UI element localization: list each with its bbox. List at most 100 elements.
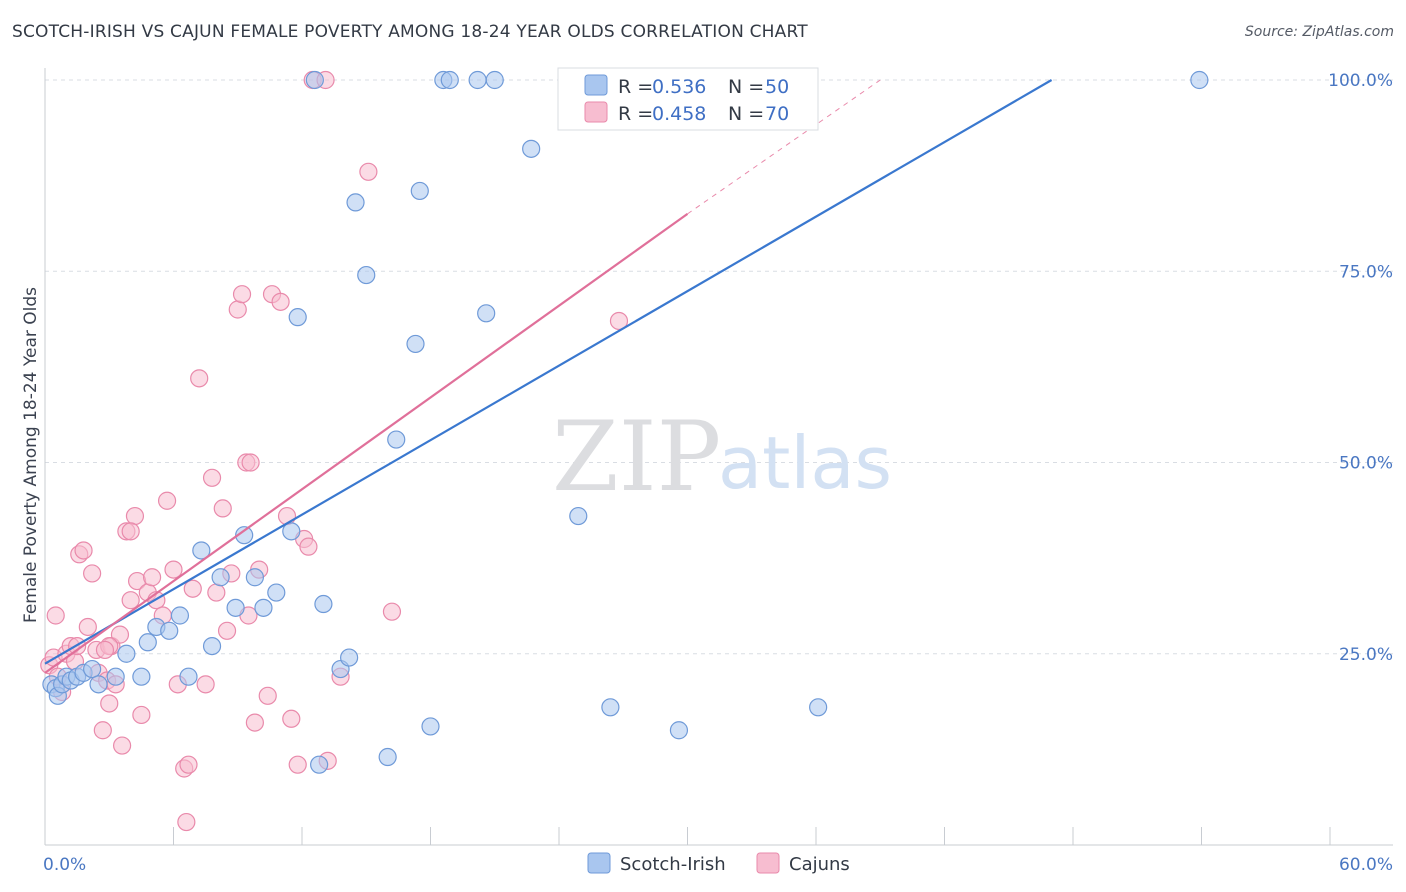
bottom-legend-scotch-irish: Scotch-Irish: [620, 854, 726, 875]
cajuns-point: [157, 491, 177, 510]
cajuns-point: [190, 369, 209, 388]
scotch-irish-point: [83, 659, 102, 679]
axes: [44, 68, 1393, 846]
scotch-irish-point: [410, 181, 429, 201]
scotch-irish-point: [387, 430, 406, 449]
scotch-irish-point: [378, 747, 397, 767]
cajuns-points: [40, 70, 629, 832]
scotch-irish-point: [282, 522, 301, 541]
cajuns-point: [241, 453, 260, 472]
cajuns-point: [288, 755, 307, 774]
cajuns-point: [382, 602, 402, 621]
y-tick-label: 50.0%: [1339, 454, 1393, 474]
scotch-irish-point: [202, 636, 222, 656]
cajuns-point: [183, 579, 202, 598]
scotch-irish-point: [138, 633, 157, 652]
scotch-irish-point: [809, 698, 828, 717]
scotch-irish-point: [421, 717, 440, 736]
cajuns-point: [271, 292, 290, 311]
cajuns-point: [121, 591, 140, 610]
cajuns-point: [299, 537, 318, 556]
scotch-irish-point: [569, 506, 588, 526]
scotch-irish-point: [305, 70, 324, 90]
bottom-legend-swatch-cajuns: [756, 852, 780, 874]
scotch-irish-point: [440, 70, 459, 90]
x-tick-label: 0.0%: [43, 855, 86, 875]
watermark-zip: ZIP: [552, 401, 721, 513]
y-tick-label: 75.0%: [1339, 262, 1393, 282]
scotch-irish-point: [406, 334, 425, 354]
cajuns-point: [177, 812, 196, 832]
cajuns-point: [121, 522, 140, 541]
legend-r-label: R =: [618, 76, 653, 98]
scotch-irish-point: [267, 583, 286, 602]
legend-r-value: 0.536: [652, 76, 706, 98]
cajuns-point: [93, 721, 112, 740]
scotch-irish-point: [226, 598, 245, 617]
cajuns-point: [207, 583, 226, 602]
scotch-irish-point: [245, 568, 264, 587]
legend-r-value: 0.458: [652, 103, 706, 125]
cajuns-point: [78, 617, 97, 637]
scotch-irish-point: [235, 526, 254, 545]
scotch-irish-point: [468, 70, 487, 90]
scotch-irish-point: [288, 308, 307, 327]
legend-n-label: N =: [728, 103, 764, 125]
cajuns-point: [202, 468, 222, 487]
cajuns-point: [217, 621, 237, 640]
watermark: ZIP atlas: [552, 401, 892, 513]
cajuns-point: [245, 713, 264, 732]
scotch-irish-trend-line: [44, 79, 1053, 665]
cajuns-point: [132, 705, 151, 725]
scotch-irish-point: [601, 698, 620, 717]
scotch-irish-point: [117, 644, 136, 663]
cajuns-point: [609, 311, 629, 331]
grid-lines: [45, 79, 1393, 655]
watermark-atlas: atlas: [718, 421, 892, 505]
cajuns-point: [95, 640, 115, 660]
tick-labels: 25.0% 50.0% 75.0% 100.0% 0.0% 60.0%: [43, 71, 1393, 875]
scotch-irish-point: [669, 721, 689, 740]
cajuns-trend-line: [44, 212, 689, 674]
cajuns-point: [100, 694, 119, 713]
scotch-irish-point: [346, 193, 365, 212]
cajuns-point: [359, 162, 378, 181]
cajuns-point: [179, 755, 198, 774]
scotch-irish-point: [357, 265, 376, 285]
scotch-irish-point: [1190, 70, 1209, 90]
cajuns-point: [232, 285, 252, 304]
legend: R = 0.536 N = 50 R = 0.458 N = 70: [557, 67, 819, 131]
source-label: Source: ZipAtlas.com: [1244, 24, 1394, 40]
cajuns-point: [213, 499, 232, 518]
scotch-irish-point: [522, 139, 541, 158]
scotch-irish-point: [179, 667, 198, 686]
scotch-irish-point: [254, 598, 273, 617]
y-tick-label: 100.0%: [1328, 71, 1393, 91]
scotch-irish-point: [89, 675, 108, 694]
legend-n-value: 50: [765, 76, 789, 98]
scotch-irish-point: [477, 304, 496, 323]
bottom-legend-cajuns: Cajuns: [789, 854, 850, 875]
chart-title: SCOTCH-IRISH VS CAJUN FEMALE POVERTY AMO…: [12, 22, 808, 42]
cajuns-point: [282, 709, 301, 728]
scotch-irish-point: [314, 594, 333, 614]
legend-n-value: 70: [765, 103, 789, 125]
cajuns-point: [277, 506, 297, 526]
cajuns-point: [258, 686, 277, 705]
bottom-legend-swatch-scotch-irish: [587, 852, 611, 874]
legend-swatch-scotch-irish: [584, 74, 608, 96]
scotch-irish-point: [160, 621, 179, 640]
bottom-legend: Scotch-Irish Cajuns: [587, 852, 850, 875]
scotch-irish-point: [132, 667, 151, 686]
cajuns-point: [112, 736, 132, 755]
scotch-irish-point: [340, 648, 359, 667]
cajuns-point: [46, 606, 65, 625]
trend-lines: [44, 79, 1053, 674]
legend-swatch-cajuns: [584, 101, 608, 123]
scotch-irish-point: [192, 541, 211, 560]
scotch-irish-point: [485, 70, 504, 90]
y-tick-label: 25.0%: [1339, 645, 1393, 665]
cajuns-point: [125, 506, 145, 526]
cajuns-point: [196, 675, 215, 694]
